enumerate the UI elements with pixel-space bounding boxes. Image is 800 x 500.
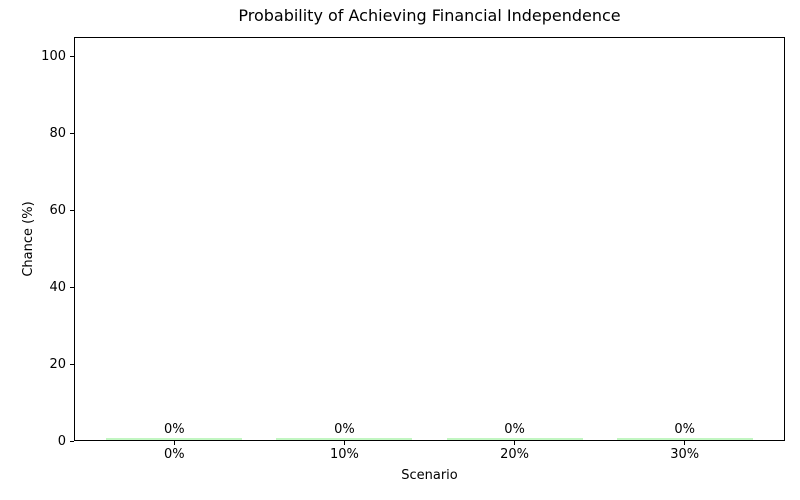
bar [616,438,753,440]
bar [276,438,413,440]
x-tick-mark [173,441,175,445]
y-tick-mark [70,209,74,211]
x-tick-label: 0% [164,447,185,462]
x-tick-mark [514,441,516,445]
x-axis-label: Scenario [401,468,458,483]
bar-value-label: 0% [674,422,695,437]
x-tick-label: 30% [670,447,700,462]
chart-title: Probability of Achieving Financial Indep… [238,6,621,25]
y-tick-mark [70,440,74,442]
y-tick-mark [70,363,74,365]
y-tick-mark [70,132,74,134]
x-tick-label: 20% [500,447,529,462]
y-axis-label: Chance (%) [21,201,36,277]
y-tick-mark [70,55,74,57]
bar-value-label: 0% [164,422,185,437]
y-tick-label: 60 [49,202,66,218]
bar-value-label: 0% [334,422,355,437]
y-tick-label: 80 [49,125,66,141]
y-tick-label: 0 [57,433,66,449]
y-tick-label: 40 [49,279,66,295]
y-tick-mark [70,286,74,288]
x-tick-mark [684,441,686,445]
x-tick-label: 10% [329,447,359,462]
bar [106,438,243,440]
x-tick-mark [343,441,345,445]
y-tick-label: 100 [41,48,66,64]
bar [446,438,583,440]
y-tick-label: 20 [49,356,66,372]
bar-value-label: 0% [504,422,525,437]
plot-area [74,37,785,441]
